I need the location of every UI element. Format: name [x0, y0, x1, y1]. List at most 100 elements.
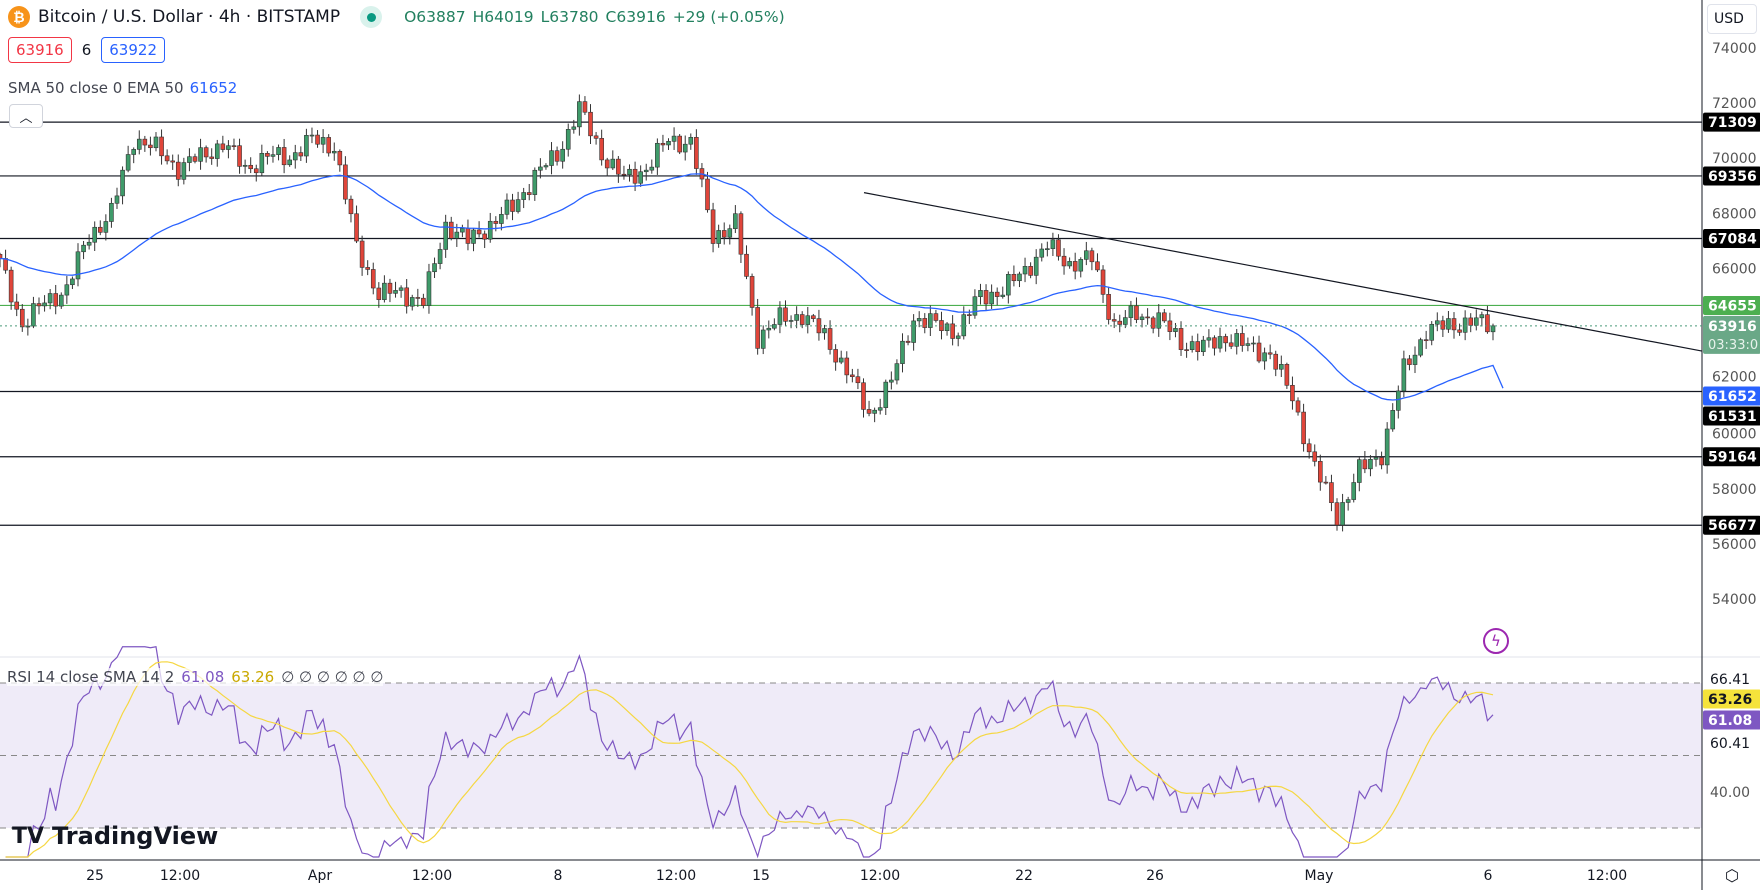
candle-up	[309, 134, 315, 137]
tradingview-logo-icon: 𝗧𝗩	[12, 823, 45, 849]
candle-up	[58, 294, 64, 307]
candle-up	[733, 213, 738, 229]
candle-up	[643, 169, 649, 173]
candle-down	[1178, 328, 1184, 350]
candle-down	[376, 287, 382, 300]
level-price-label-bg	[1703, 229, 1760, 249]
candle-down	[866, 409, 872, 414]
candle-up	[120, 169, 125, 197]
price-tick-label: 62000	[1712, 370, 1757, 386]
candle-down	[476, 229, 482, 235]
candle-up	[900, 340, 905, 364]
currency-selector[interactable]: USD	[1707, 4, 1757, 34]
candle-up	[64, 284, 70, 296]
candle-up	[1078, 259, 1084, 272]
candle-down	[833, 349, 838, 363]
ohlc-values: O63887 H64019 L63780 C63916 +29 (+0.05%)	[404, 8, 785, 26]
rsi-label: RSI 14 close SMA 14 2	[7, 668, 175, 686]
candle-up	[1462, 317, 1468, 333]
symbol-title[interactable]: Bitcoin / U.S. Dollar · 4h · BITSTAMP	[38, 7, 341, 27]
candle-up	[894, 363, 900, 381]
candle-up	[928, 313, 933, 328]
candle-down	[1223, 336, 1228, 344]
ema-legend[interactable]: SMA 50 close 0 EMA 50 61652	[8, 79, 237, 97]
candle-up	[944, 323, 950, 332]
candle-up	[788, 320, 794, 322]
candle-up	[1446, 318, 1451, 330]
candle-up	[955, 335, 961, 339]
price-tick-label: 56000	[1712, 537, 1757, 553]
level-price-label-bg	[1703, 166, 1760, 186]
lightning-icon[interactable]: ϟ	[1483, 628, 1509, 654]
settings-icon[interactable]: ⬡	[1725, 866, 1739, 885]
candle-up	[460, 228, 465, 233]
candle-up	[131, 149, 137, 155]
candle-up	[226, 145, 231, 150]
current-price-label: 63916	[1708, 319, 1757, 335]
collapse-legend-button[interactable]: ︿	[9, 104, 43, 128]
time-tick-label: 15	[752, 868, 770, 884]
candle-down	[1451, 318, 1457, 331]
rsi-axis-label: 40.00	[1710, 785, 1750, 801]
candle-up	[47, 293, 53, 304]
tradingview-logo[interactable]: 𝗧𝗩 TradingView	[12, 822, 218, 850]
candle-up	[521, 192, 526, 200]
market-status-icon[interactable]	[360, 6, 383, 28]
brand-name: TradingView	[52, 822, 219, 850]
candle-down	[348, 198, 354, 215]
candle-down	[192, 156, 198, 162]
candle-up	[649, 166, 655, 171]
candle-up	[1251, 342, 1256, 345]
candle-down	[660, 142, 666, 146]
sell-button[interactable]: 63916	[8, 37, 72, 63]
candle-up	[31, 303, 36, 327]
candle-up	[1234, 333, 1240, 347]
candle-down	[1290, 385, 1295, 402]
candle-up	[515, 199, 521, 212]
candle-up	[198, 147, 203, 162]
candle-up	[565, 129, 571, 150]
candle-up	[1490, 325, 1496, 333]
candle-down	[1134, 305, 1139, 320]
candle-down	[1329, 482, 1334, 503]
candle-up	[671, 135, 677, 142]
candle-up	[70, 278, 75, 286]
candle-up	[805, 315, 811, 325]
candle-down	[705, 178, 710, 211]
candle-down	[365, 267, 370, 270]
candle-up	[320, 137, 326, 145]
candle-down	[844, 357, 850, 376]
candle-up	[1000, 294, 1006, 297]
rsi-legend[interactable]: RSI 14 close SMA 14 2 61.08 63.26 ∅ ∅ ∅ …	[7, 668, 384, 686]
candle-up	[1067, 261, 1072, 267]
candle-down	[231, 145, 237, 147]
buy-button[interactable]: 63922	[101, 37, 165, 63]
time-tick-label: 8	[554, 868, 563, 884]
candle-down	[983, 290, 989, 305]
candle-up	[1173, 328, 1178, 332]
candle-up	[916, 318, 922, 322]
candle-down	[237, 145, 242, 167]
candle-down	[421, 297, 426, 306]
candle-up	[393, 290, 398, 294]
candle-up	[872, 409, 877, 414]
candle-up	[577, 101, 582, 128]
candle-up	[86, 241, 92, 246]
candle-up	[1006, 273, 1011, 296]
candle-down	[755, 307, 760, 349]
time-tick-label: 22	[1015, 868, 1033, 884]
candle-up	[1373, 457, 1379, 460]
candle-up	[125, 154, 131, 171]
candle-down	[404, 287, 409, 307]
candle-up	[1279, 364, 1284, 370]
candle-down	[1362, 459, 1368, 470]
candle-up	[153, 136, 159, 149]
time-tick-label: 25	[86, 868, 104, 884]
candle-up	[1189, 341, 1195, 350]
time-tick-label: May	[1305, 868, 1334, 884]
candle-down	[1284, 364, 1290, 386]
rsi-axis-label: 66.41	[1710, 672, 1750, 688]
price-tick-label: 66000	[1712, 261, 1757, 277]
ema-price-label: 61652	[1708, 389, 1757, 405]
